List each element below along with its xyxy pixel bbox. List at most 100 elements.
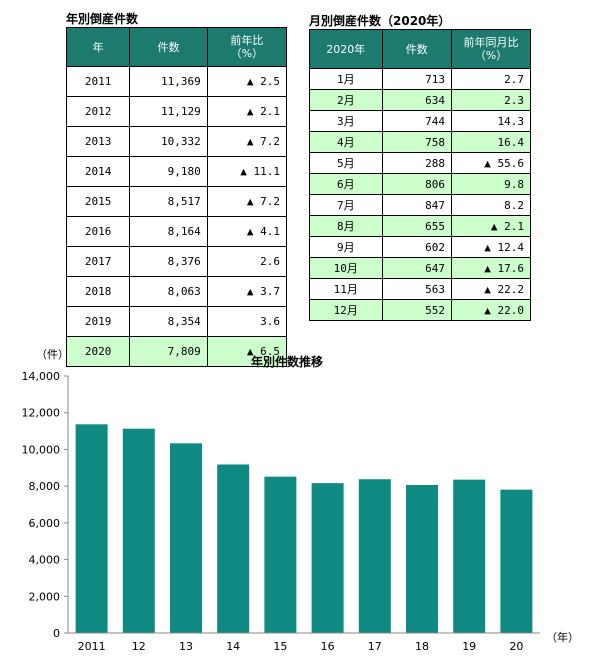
annual-table-row: 2020 7,809 ▲ 6.5	[65, 336, 288, 367]
cell-year: 2016	[65, 216, 131, 247]
header-ratio-label: 前年比 （%）	[230, 34, 264, 60]
annual-table-row: 2015 8,517 ▲ 7.2	[65, 186, 288, 217]
monthly-table-row: 5月 288 ▲ 55.6	[309, 152, 531, 174]
x-tick-label: 19	[462, 640, 476, 653]
x-tick-label: 15	[273, 640, 287, 653]
monthly-table-row: 8月 655 ▲ 2.1	[309, 215, 531, 237]
cell-ratio: ▲ 2.1	[451, 215, 531, 237]
x-tick-label: 12	[132, 640, 146, 653]
monthly-table-row: 11月 563 ▲ 22.2	[309, 278, 531, 300]
header-ratio-label: 前年同月比 （%）	[463, 36, 519, 62]
cell-count: 552	[381, 299, 453, 321]
x-tick-label: 2011	[78, 640, 106, 653]
cell-count: 634	[381, 89, 453, 111]
x-tick-label: 18	[415, 640, 429, 653]
cell-ratio: ▲ 6.5	[206, 336, 288, 367]
cell-count: 8,354	[129, 306, 208, 337]
cell-count: 655	[381, 215, 453, 237]
annual-table-row: 2014 9,180 ▲ 11.1	[65, 156, 288, 187]
x-tick-label: 13	[179, 640, 193, 653]
cell-count: 288	[381, 152, 453, 174]
y-tick-label: 14,000	[22, 370, 61, 383]
cell-year: 2020	[65, 336, 131, 367]
annual-table-row: 2011 11,369 ▲ 2.5	[65, 66, 288, 97]
cell-ratio: ▲ 12.4	[451, 236, 531, 258]
monthly-table-row: 3月 744 14.3	[309, 110, 531, 132]
x-tick-label: 16	[321, 640, 335, 653]
header-month: 2020年	[309, 29, 383, 69]
cell-count: 744	[381, 110, 453, 132]
cell-year: 2013	[65, 126, 131, 157]
x-unit-label: （年）	[546, 630, 579, 644]
cell-month: 6月	[309, 173, 383, 195]
cell-year: 2015	[65, 186, 131, 217]
cell-month: 3月	[309, 110, 383, 132]
cell-year: 2019	[65, 306, 131, 337]
bar-20	[500, 489, 533, 633]
bar-18	[406, 484, 438, 633]
annual-table: 年 件数 前年比 （%） 2011 11,369 ▲ 2.5 2012 11,129 ▲ …	[65, 27, 288, 367]
monthly-table-row: 6月 806 9.8	[309, 173, 531, 195]
bar-13	[170, 443, 202, 633]
y-tick-label: 6,000	[29, 517, 61, 530]
x-tick-label: 14	[226, 640, 240, 653]
monthly-table-row: 12月 552 ▲ 22.0	[309, 299, 531, 321]
cell-count: 7,809	[129, 336, 208, 367]
cell-ratio: ▲ 3.7	[206, 276, 288, 307]
cell-ratio: 2.6	[206, 246, 288, 277]
annual-table-row: 2013 10,332 ▲ 7.2	[65, 126, 288, 157]
cell-month: 9月	[309, 236, 383, 258]
monthly-table-row: 10月 647 ▲ 17.6	[309, 257, 531, 279]
y-tick-label: 12,000	[22, 407, 61, 420]
cell-count: 8,517	[129, 186, 208, 217]
y-tick-label: 2,000	[29, 590, 61, 603]
cell-ratio: ▲ 7.2	[206, 186, 288, 217]
annual-table-title: 年別倒産件数	[66, 12, 139, 26]
monthly-table: 2020年 件数 前年同月比 （%） 1月 713 2.7 2月 634 2.3 3月 744…	[309, 29, 531, 321]
bar-15	[264, 476, 297, 633]
cell-count: 563	[381, 278, 453, 300]
x-tick-label: 17	[368, 640, 382, 653]
bar-12	[122, 428, 155, 633]
cell-count: 8,376	[129, 246, 208, 277]
y-tick-label: 4,000	[29, 554, 61, 567]
cell-count: 8,164	[129, 216, 208, 247]
cell-month: 8月	[309, 215, 383, 237]
bar-16	[311, 483, 344, 633]
y-unit-label: （件）	[36, 348, 69, 361]
bar-19	[453, 479, 486, 633]
cell-month: 2月	[309, 89, 383, 111]
cell-year: 2018	[65, 276, 131, 307]
cell-count: 10,332	[129, 126, 208, 157]
cell-month: 12月	[309, 299, 383, 321]
cell-ratio: ▲ 2.5	[206, 66, 288, 97]
header-ratio: 前年比 （%）	[206, 27, 288, 67]
bar-2011	[75, 424, 108, 633]
cell-count: 8,063	[129, 276, 208, 307]
cell-ratio: ▲ 11.1	[206, 156, 288, 187]
cell-ratio: ▲ 55.6	[451, 152, 531, 174]
header-year: 年	[65, 27, 131, 67]
cell-year: 2011	[65, 66, 131, 97]
cell-ratio: ▲ 22.0	[451, 299, 531, 321]
monthly-table-row: 9月 602 ▲ 12.4	[309, 236, 531, 258]
x-tick-label: 20	[509, 640, 523, 653]
bar-14	[217, 464, 250, 633]
cell-count: 9,180	[129, 156, 208, 187]
cell-count: 11,369	[129, 66, 208, 97]
annual-table-row: 2012 11,129 ▲ 2.1	[65, 96, 288, 127]
y-tick-label: 0	[53, 627, 60, 640]
y-tick-label: 10,000	[22, 443, 61, 456]
cell-month: 10月	[309, 257, 383, 279]
header-count: 件数	[129, 27, 208, 67]
annual-table-row: 2016 8,164 ▲ 4.1	[65, 216, 288, 247]
cell-count: 11,129	[129, 96, 208, 127]
cell-ratio: ▲ 17.6	[451, 257, 531, 279]
bar-17	[358, 479, 391, 633]
cell-ratio: 2.7	[451, 68, 531, 90]
chart-title: 年別件数推移	[251, 354, 323, 369]
y-tick-label: 8,000	[29, 480, 61, 493]
monthly-table-title: 月別倒産件数（2020年）	[309, 14, 451, 28]
header-ratio: 前年同月比 （%）	[451, 29, 531, 69]
